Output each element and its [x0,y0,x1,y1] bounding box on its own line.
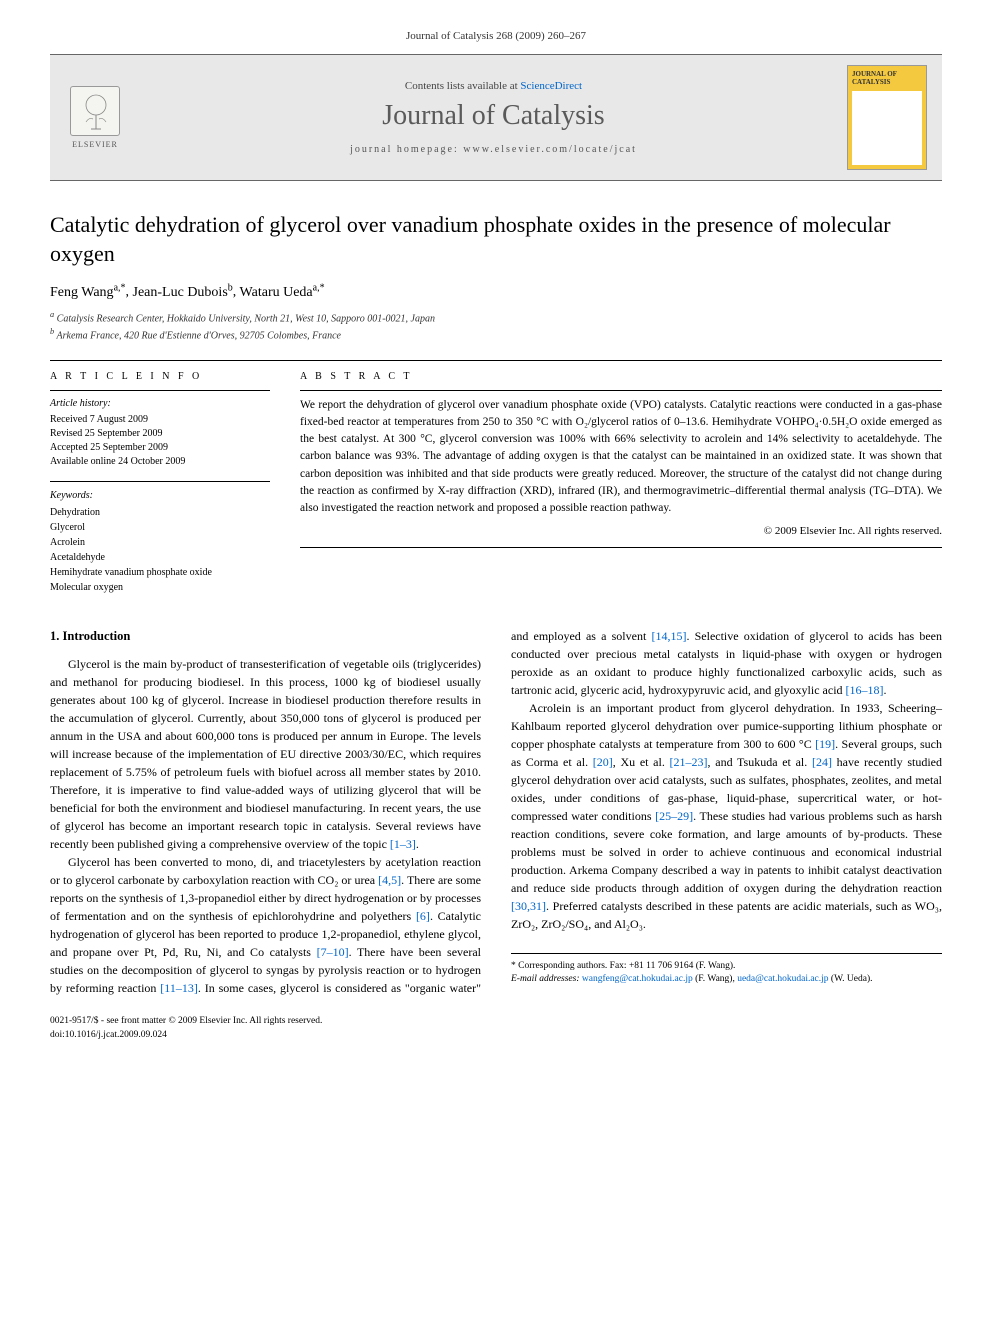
elsevier-tree-icon [70,86,120,136]
author-3-name: Wataru Ueda [240,285,313,300]
author-3-marker: a,* [313,282,325,293]
cite-16-18[interactable]: [16–18] [846,683,884,697]
cite-6[interactable]: [6] [416,909,430,923]
keyword-3: Acrolein [50,535,270,550]
doi-line: doi:10.1016/j.jcat.2009.09.024 [50,1029,942,1042]
abstract-column: A B S T R A C T We report the dehydratio… [300,371,942,607]
keywords-label: Keywords: [50,488,270,503]
p3e: . [884,683,887,697]
cover-thumbnail-block: JOURNAL OF CATALYSIS [847,65,942,170]
email-line: E-mail addresses: wangfeng@cat.hokudai.a… [511,973,942,986]
author-list: Feng Wanga,*, Jean-Luc Duboisb, Wataru U… [50,282,942,301]
abstract-text: We report the dehydration of glycerol ov… [300,397,942,518]
email-2-name: (W. Ueda). [829,974,873,984]
history-label: Article history: [50,397,270,411]
footnote-block: * Corresponding authors. Fax: +81 11 706… [511,953,942,987]
abstract-heading: A B S T R A C T [300,371,942,382]
cover-image-placeholder [852,91,922,165]
article-info-heading: A R T I C L E I N F O [50,371,270,382]
section-divider [50,360,942,361]
author-1-marker: a,* [114,282,126,293]
email-2[interactable]: ueda@cat.hokudai.ac.jp [737,974,828,984]
cite-20[interactable]: [20] [593,755,613,769]
author-1: Feng Wanga,* [50,285,126,300]
abstract-divider [300,390,942,391]
cite-30-31[interactable]: [30,31] [511,899,546,913]
author-1-name: Feng Wang [50,285,114,300]
cite-21-23[interactable]: [21–23] [670,755,708,769]
paragraph-1: Glycerol is the main by-product of trans… [50,655,481,853]
issn-line: 0021-9517/$ - see front matter © 2009 El… [50,1015,942,1028]
keyword-4: Acetaldehyde [50,550,270,565]
article-history-block: Article history: Received 7 August 2009 … [50,397,270,469]
corresponding-author-note: * Corresponding authors. Fax: +81 11 706… [511,960,942,973]
cite-24[interactable]: [24] [812,755,832,769]
history-online: Available online 24 October 2009 [50,455,270,469]
publisher-logo-block: ELSEVIER [50,78,140,158]
author-3: Wataru Uedaa,* [240,285,325,300]
info-divider-2 [50,481,270,482]
elsevier-logo: ELSEVIER [60,78,130,158]
cite-11-13[interactable]: [11–13] [160,981,198,995]
contents-available-line: Contents lists available at ScienceDirec… [140,80,847,92]
body-text: 1. Introduction Glycerol is the main by-… [50,627,942,998]
author-2: Jean-Luc Duboisb [133,285,233,300]
p1-end: . [416,837,419,851]
cover-title: JOURNAL OF CATALYSIS [852,70,922,87]
journal-cover-thumbnail: JOURNAL OF CATALYSIS [847,65,927,170]
p1-text: Glycerol is the main by-product of trans… [50,657,481,851]
sciencedirect-link[interactable]: ScienceDirect [520,80,582,92]
history-revised: Revised 25 September 2009 [50,427,270,441]
elsevier-label: ELSEVIER [72,140,118,149]
history-accepted: Accepted 25 September 2009 [50,441,270,455]
affiliation-a: a Catalysis Research Center, Hokkaido Un… [50,309,942,326]
cite-25-29[interactable]: [25–29] [655,809,693,823]
section-1-heading: 1. Introduction [50,627,481,646]
abstract-bottom-divider [300,547,942,548]
keyword-1: Dehydration [50,505,270,520]
info-divider [50,390,270,391]
abstract-copyright: © 2009 Elsevier Inc. All rights reserved… [300,525,942,537]
keyword-6: Molecular oxygen [50,580,270,595]
journal-reference: Journal of Catalysis 268 (2009) 260–267 [50,30,942,42]
author-2-name: Jean-Luc Dubois [133,285,228,300]
article-info-column: A R T I C L E I N F O Article history: R… [50,371,270,607]
journal-homepage: journal homepage: www.elsevier.com/locat… [140,144,847,155]
p4c: , Xu et al. [613,755,670,769]
p4g: . Preferred catalysts described in these… [511,899,942,931]
affiliation-list: a Catalysis Research Center, Hokkaido Un… [50,309,942,344]
p4d: , and Tsukuda et al. [708,755,812,769]
history-received: Received 7 August 2009 [50,413,270,427]
email-1[interactable]: wangfeng@cat.hokudai.ac.jp [582,974,693,984]
cite-19[interactable]: [19] [815,737,835,751]
article-title: Catalytic dehydration of glycerol over v… [50,211,942,268]
journal-name: Journal of Catalysis [140,100,847,132]
journal-banner: ELSEVIER Contents lists available at Sci… [50,54,942,181]
affiliation-b: b Arkema France, 420 Rue d'Estienne d'Or… [50,326,942,343]
affil-a-text: Catalysis Research Center, Hokkaido Univ… [57,313,435,324]
keywords-block: Keywords: Dehydration Glycerol Acrolein … [50,488,270,595]
email-label: E-mail addresses: [511,974,582,984]
affil-b-marker: b [50,327,54,336]
contents-text: Contents lists available at [405,80,520,92]
affil-a-marker: a [50,310,54,319]
cite-1-3[interactable]: [1–3] [390,837,416,851]
author-2-marker: b [228,282,233,293]
affil-b-text: Arkema France, 420 Rue d'Estienne d'Orve… [57,331,342,342]
paragraph-4: Acrolein is an important product from gl… [511,699,942,933]
info-abstract-row: A R T I C L E I N F O Article history: R… [50,371,942,607]
footer: 0021-9517/$ - see front matter © 2009 El… [50,1015,942,1042]
cite-4-5[interactable]: [4,5] [378,873,401,887]
cite-14-15[interactable]: [14,15] [651,629,686,643]
keyword-5: Hemihydrate vanadium phosphate oxide [50,565,270,580]
cite-7-10[interactable]: [7–10] [317,945,349,959]
keyword-2: Glycerol [50,520,270,535]
email-1-name: (F. Wang), [693,974,737,984]
